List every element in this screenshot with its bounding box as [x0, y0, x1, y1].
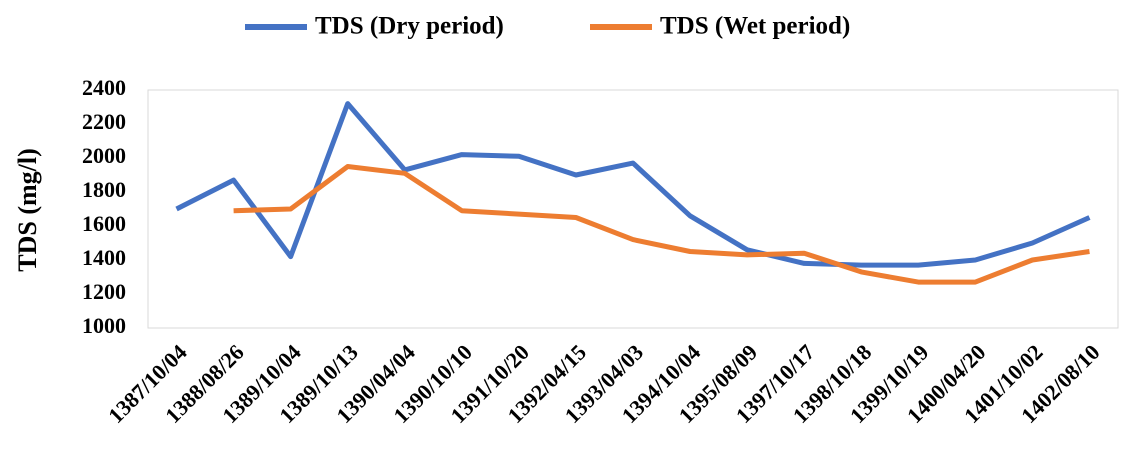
y-tick-label: 1200 [82, 279, 126, 304]
y-tick-label: 1000 [82, 313, 126, 338]
y-tick-label: 1800 [82, 177, 126, 202]
y-tick-label: 2200 [82, 109, 126, 134]
y-tick-label: 2400 [82, 75, 126, 100]
legend-label: TDS (Dry period) [315, 13, 504, 40]
y-axis-label: TDS (mg/l) [13, 148, 42, 272]
data-line [233, 164, 1090, 285]
legend-label: TDS (Wet period) [660, 13, 850, 40]
data-line [175, 101, 1091, 268]
plot-area [147, 89, 1119, 329]
y-tick-label: 1400 [82, 245, 126, 270]
y-tick-label: 1600 [82, 211, 126, 236]
y-tick-label: 2000 [82, 143, 126, 168]
